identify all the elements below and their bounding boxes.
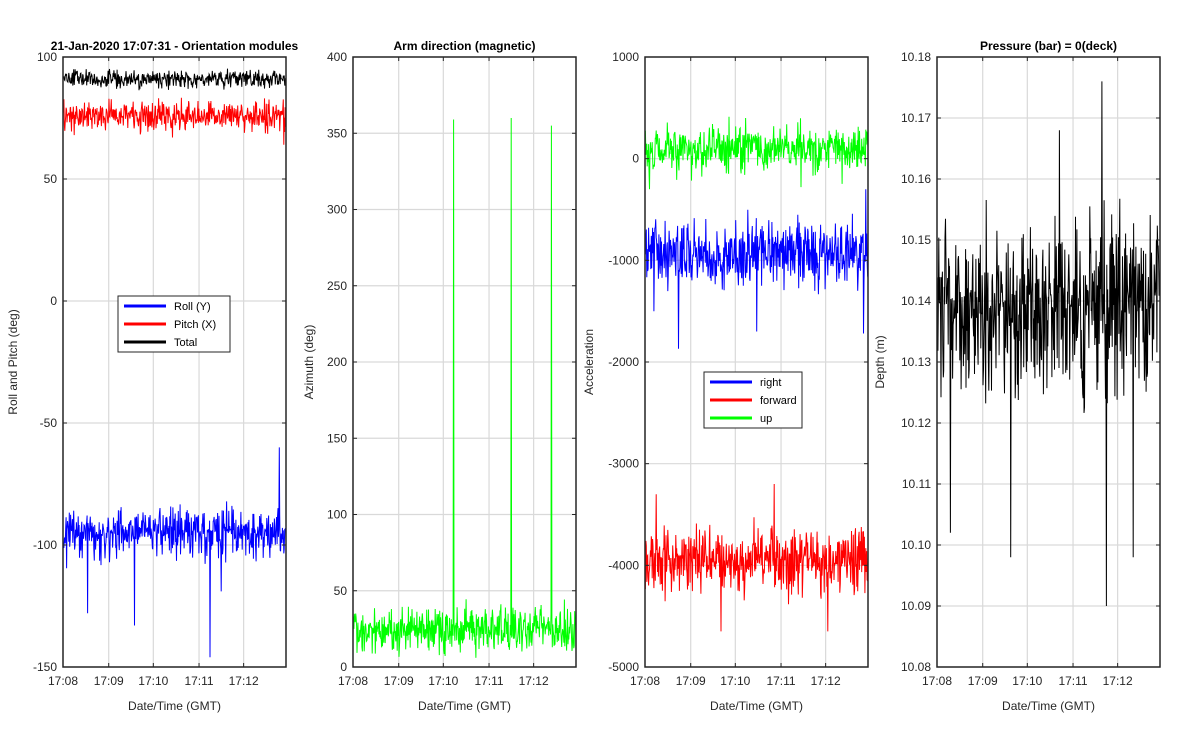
x-axis-label: Date/Time (GMT)	[710, 699, 803, 713]
x-tick-label: 17:08	[48, 674, 78, 688]
y-axis-label: Azimuth (deg)	[302, 325, 316, 400]
y-tick-label: 10.08	[901, 660, 931, 674]
x-tick-label: 17:08	[922, 674, 952, 688]
x-tick-label: 17:12	[229, 674, 259, 688]
series-line-forward	[645, 483, 868, 632]
y-tick-label: -4000	[608, 558, 639, 572]
panel-title: Arm direction (magnetic)	[393, 39, 535, 53]
y-tick-label: 0	[340, 660, 347, 674]
legend: right forward up	[703, 371, 803, 429]
y-tick-label: 100	[327, 508, 347, 522]
y-axis-label: Acceleration	[582, 329, 596, 395]
panel-1: -150 -100 -50 0 50 100 17:08 17:09 17:10 17:11 17:…	[6, 39, 299, 713]
x-tick-label: 17:09	[94, 674, 124, 688]
panel-4: 10.08 10.09 10.10 10.11 10.12 10.13 10.14 10.15…	[873, 39, 1161, 713]
y-axis-label: Roll and Pitch (deg)	[6, 309, 20, 414]
y-tick-label: 10.09	[901, 599, 931, 613]
y-tick-label: 100	[37, 50, 57, 64]
panel-3: -5000 -4000 -3000 -2000 -1000 0 1000 17:08 17:09…	[582, 50, 869, 713]
x-tick-label: 17:10	[1012, 674, 1042, 688]
panel-title: 21-Jan-2020 17:07:31 - Orientation modul…	[51, 39, 299, 53]
series-line-pitch-x	[63, 97, 286, 145]
x-tick-label: 17:10	[138, 674, 168, 688]
legend: Roll (Y) Pitch (X) Total	[117, 295, 231, 353]
x-tick-label: 17:10	[428, 674, 458, 688]
plot-area	[63, 57, 286, 667]
x-tick-label: 17:11	[1058, 674, 1087, 688]
y-axis-label: Depth (m)	[873, 335, 887, 388]
x-axis-label: Date/Time (GMT)	[418, 699, 511, 713]
series-line-right	[645, 189, 868, 349]
series-line-data	[353, 117, 576, 658]
x-tick-label: 17:08	[630, 674, 660, 688]
y-tick-label: 50	[44, 172, 58, 186]
y-tick-label: -1000	[608, 253, 639, 267]
x-tick-label: 17:09	[676, 674, 706, 688]
y-tick-label: -5000	[608, 660, 639, 674]
series-line-total	[63, 68, 286, 91]
y-tick-label: 10.10	[901, 538, 931, 552]
y-tick-label: 0	[50, 294, 57, 308]
y-tick-label: 10.14	[901, 294, 931, 308]
y-tick-label: 10.16	[901, 172, 931, 186]
x-tick-label: 17:09	[384, 674, 414, 688]
x-tick-label: 17:10	[720, 674, 750, 688]
legend-label: Pitch (X)	[174, 319, 216, 331]
legend-label: forward	[760, 395, 797, 407]
y-tick-label: 10.18	[901, 50, 931, 64]
axes-box	[62, 56, 287, 668]
y-tick-label: 150	[327, 431, 347, 445]
y-tick-label: -3000	[608, 457, 639, 471]
series-line-up	[645, 116, 868, 190]
x-tick-label: 17:09	[968, 674, 998, 688]
y-tick-label: 300	[327, 203, 347, 217]
y-tick-label: -2000	[608, 355, 639, 369]
y-tick-label: 400	[327, 50, 347, 64]
panel-title: Pressure (bar) = 0(deck)	[980, 39, 1117, 53]
x-tick-label: 17:11	[766, 674, 795, 688]
panel-2: 0 50 100 150 200 250 300 350 400 17:08 17:09 17:10 1…	[302, 39, 577, 713]
y-tick-label: 350	[327, 126, 347, 140]
y-tick-label: 200	[327, 355, 347, 369]
x-tick-label: 17:12	[1103, 674, 1133, 688]
y-tick-label: -100	[33, 538, 57, 552]
series-line-data	[937, 81, 1160, 607]
legend-label: right	[760, 377, 781, 389]
x-tick-label: 17:08	[338, 674, 368, 688]
y-tick-label: 10.17	[901, 111, 931, 125]
y-tick-label: 0	[632, 152, 639, 166]
y-tick-label: -50	[40, 416, 58, 430]
x-tick-label: 17:11	[474, 674, 503, 688]
legend-label: up	[760, 413, 772, 425]
legend-label: Roll (Y)	[174, 301, 211, 313]
x-tick-label: 17:12	[811, 674, 841, 688]
y-tick-label: -150	[33, 660, 57, 674]
y-tick-label: 1000	[612, 50, 639, 64]
series-line-roll-y	[63, 447, 286, 658]
y-tick-label: 10.12	[901, 416, 931, 430]
y-tick-label: 250	[327, 279, 347, 293]
y-tick-label: 10.13	[901, 355, 931, 369]
x-axis-label: Date/Time (GMT)	[128, 699, 221, 713]
x-tick-label: 17:12	[519, 674, 549, 688]
x-axis-label: Date/Time (GMT)	[1002, 699, 1095, 713]
y-tick-label: 50	[334, 584, 348, 598]
x-tick-label: 17:11	[184, 674, 213, 688]
y-tick-label: 10.15	[901, 233, 931, 247]
y-tick-label: 10.11	[902, 477, 931, 491]
legend-label: Total	[174, 337, 197, 349]
